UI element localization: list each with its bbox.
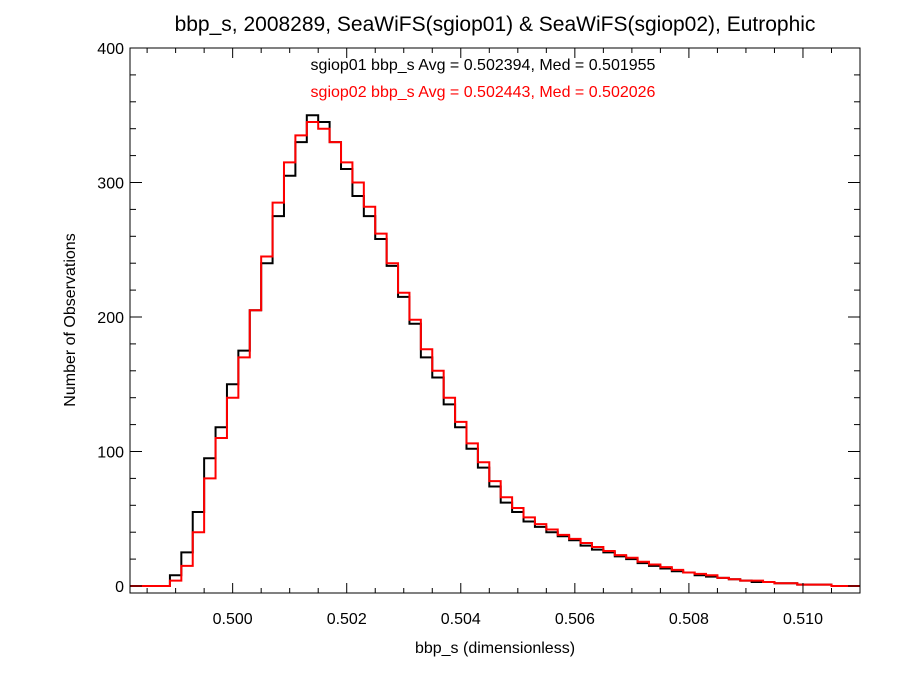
x-tick-label: 0.502 — [327, 611, 367, 628]
series-line-2 — [130, 120, 860, 587]
y-tick-label: 300 — [97, 176, 124, 193]
x-tick-label: 0.508 — [669, 611, 709, 628]
y-tick-label: 200 — [97, 310, 124, 327]
annotation-sgiop02: sgiop02 bbp_s Avg = 0.502443, Med = 0.50… — [311, 84, 656, 101]
y-tick-label: 0 — [115, 579, 124, 596]
series-line-1 — [130, 114, 860, 587]
chart-title: bbp_s, 2008289, SeaWiFS(sgiop01) & SeaWi… — [175, 13, 816, 36]
series-layer — [130, 114, 860, 587]
x-tick-label: 0.510 — [783, 611, 823, 628]
x-axis-label: bbp_s (dimensionless) — [415, 640, 575, 657]
y-axis-label: Number of Observations — [62, 233, 79, 406]
annotation-sgiop01: sgiop01 bbp_s Avg = 0.502394, Med = 0.50… — [311, 57, 656, 74]
y-tick-label: 400 — [97, 41, 124, 58]
y-tick-label: 100 — [97, 445, 124, 462]
x-tick-label: 0.504 — [441, 611, 481, 628]
x-tick-label: 0.506 — [555, 611, 595, 628]
ticks-layer: 0.500 0.502 0.504 0.506 0.508 0.510 0 100 200 300… — [97, 41, 861, 628]
x-tick-label: 0.500 — [213, 611, 253, 628]
plot-frame — [129, 47, 861, 594]
